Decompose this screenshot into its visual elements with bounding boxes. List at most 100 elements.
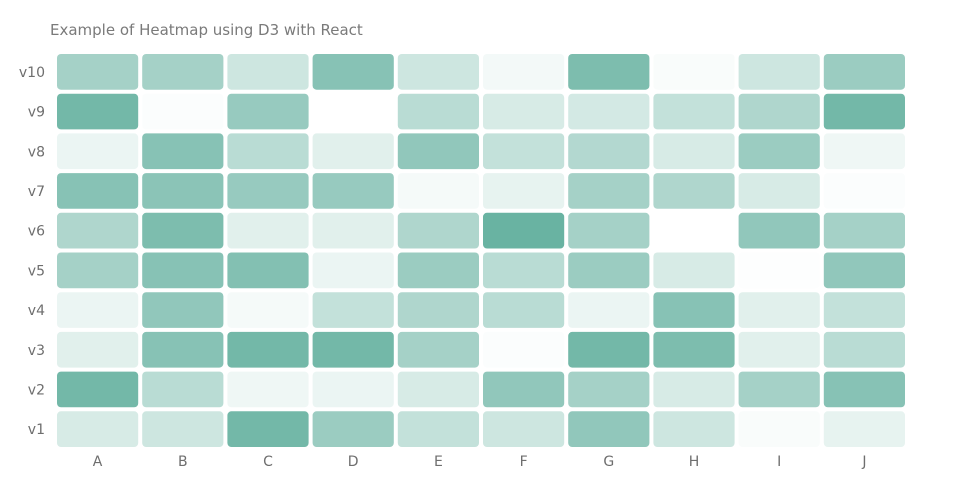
heatmap-cell-J-v2 [823, 371, 905, 408]
x-tick-label: D [348, 454, 359, 470]
heatmap-cell-A-v6 [57, 212, 139, 249]
heatmap-cell-I-v3 [738, 331, 820, 368]
heatmap-cell-J-v8 [823, 133, 905, 170]
heatmap-cell-I-v4 [738, 292, 820, 328]
heatmap-cell-G-v8 [568, 133, 650, 170]
heatmap-cell-I-v10 [738, 54, 820, 90]
chart-title: Example of Heatmap using D3 with React [50, 21, 363, 39]
heatmap-cell-A-v5 [57, 252, 139, 289]
heatmap-cell-D-v1 [312, 411, 394, 447]
heatmap-cell-J-v10 [823, 54, 905, 90]
heatmap-cell-G-v6 [568, 212, 650, 249]
heatmap-cells [57, 54, 905, 447]
x-tick-label: H [689, 454, 700, 470]
heatmap-cell-H-v5 [653, 252, 735, 289]
heatmap-cell-F-v9 [483, 93, 565, 130]
heatmap-cell-H-v6 [653, 212, 735, 249]
heatmap-cell-G-v2 [568, 371, 650, 408]
heatmap-cell-B-v1 [142, 411, 224, 447]
y-tick-label: v7 [28, 184, 45, 200]
heatmap-cell-D-v6 [312, 212, 394, 249]
heatmap-cell-H-v7 [653, 173, 735, 209]
heatmap-cell-J-v4 [823, 292, 905, 328]
y-tick-label: v4 [28, 303, 45, 319]
y-tick-label: v6 [28, 224, 45, 240]
heatmap-cell-G-v7 [568, 173, 650, 209]
heatmap-cell-B-v6 [142, 212, 224, 249]
heatmap-cell-B-v2 [142, 371, 224, 408]
heatmap-cell-I-v2 [738, 371, 820, 408]
heatmap-cell-C-v7 [227, 173, 309, 209]
heatmap-cell-G-v5 [568, 252, 650, 289]
heatmap-cell-J-v7 [823, 173, 905, 209]
heatmap-cell-A-v7 [57, 173, 139, 209]
heatmap-cell-H-v8 [653, 133, 735, 170]
heatmap-cell-I-v5 [738, 252, 820, 289]
heatmap-cell-H-v1 [653, 411, 735, 447]
x-tick-label: I [777, 454, 781, 470]
heatmap-cell-C-v8 [227, 133, 309, 170]
heatmap-cell-A-v9 [57, 93, 139, 130]
heatmap-cell-H-v2 [653, 371, 735, 408]
heatmap-cell-A-v4 [57, 292, 139, 328]
heatmap-cell-H-v3 [653, 331, 735, 368]
heatmap-cell-F-v5 [483, 252, 565, 289]
heatmap-cell-H-v4 [653, 292, 735, 328]
heatmap-cell-G-v10 [568, 54, 650, 90]
heatmap-cell-B-v7 [142, 173, 224, 209]
y-tick-label: v2 [28, 382, 45, 398]
heatmap-cell-C-v5 [227, 252, 309, 289]
heatmap-cell-G-v9 [568, 93, 650, 130]
x-tick-label: E [434, 454, 443, 470]
heatmap-cell-E-v3 [397, 331, 479, 368]
heatmap-cell-B-v8 [142, 133, 224, 170]
y-tick-label: v9 [28, 105, 45, 121]
heatmap-cell-C-v6 [227, 212, 309, 249]
heatmap-cell-C-v10 [227, 54, 309, 90]
heatmap-cell-G-v3 [568, 331, 650, 368]
heatmap-cell-E-v6 [397, 212, 479, 249]
heatmap-cell-I-v9 [738, 93, 820, 130]
heatmap-cell-D-v8 [312, 133, 394, 170]
heatmap-cell-F-v10 [483, 54, 565, 90]
heatmap-cell-D-v4 [312, 292, 394, 328]
heatmap-cell-C-v2 [227, 371, 309, 408]
heatmap-cell-I-v8 [738, 133, 820, 170]
heatmap-cell-F-v7 [483, 173, 565, 209]
x-tick-label: A [93, 454, 103, 470]
x-tick-label: C [263, 454, 273, 470]
y-tick-label: v8 [28, 144, 45, 160]
heatmap-cell-E-v10 [397, 54, 479, 90]
heatmap-cell-D-v10 [312, 54, 394, 90]
heatmap-cell-F-v2 [483, 371, 565, 408]
heatmap-cell-G-v4 [568, 292, 650, 328]
heatmap-cell-I-v7 [738, 173, 820, 209]
heatmap-cell-J-v1 [823, 411, 905, 447]
heatmap-cell-J-v5 [823, 252, 905, 289]
heatmap-cell-F-v6 [483, 212, 565, 249]
heatmap-cell-B-v3 [142, 331, 224, 368]
heatmap-cell-C-v4 [227, 292, 309, 328]
heatmap-cell-D-v5 [312, 252, 394, 289]
heatmap-cell-J-v6 [823, 212, 905, 249]
heatmap-cell-C-v9 [227, 93, 309, 130]
x-tick-label: J [861, 454, 866, 470]
x-tick-label: F [520, 454, 528, 470]
heatmap-cell-F-v3 [483, 331, 565, 368]
heatmap-cell-E-v5 [397, 252, 479, 289]
x-tick-label: G [603, 454, 614, 470]
heatmap-cell-I-v6 [738, 212, 820, 249]
heatmap-cell-C-v3 [227, 331, 309, 368]
heatmap-cell-A-v8 [57, 133, 139, 170]
x-axis: A B C D E F G H I J [93, 454, 867, 470]
heatmap-cell-G-v1 [568, 411, 650, 447]
y-tick-label: v1 [28, 422, 45, 438]
heatmap-cell-C-v1 [227, 411, 309, 447]
heatmap-cell-B-v10 [142, 54, 224, 90]
heatmap-cell-D-v2 [312, 371, 394, 408]
heatmap-cell-D-v9 [312, 93, 394, 130]
heatmap-cell-E-v9 [397, 93, 479, 130]
y-tick-label: v5 [28, 263, 45, 279]
